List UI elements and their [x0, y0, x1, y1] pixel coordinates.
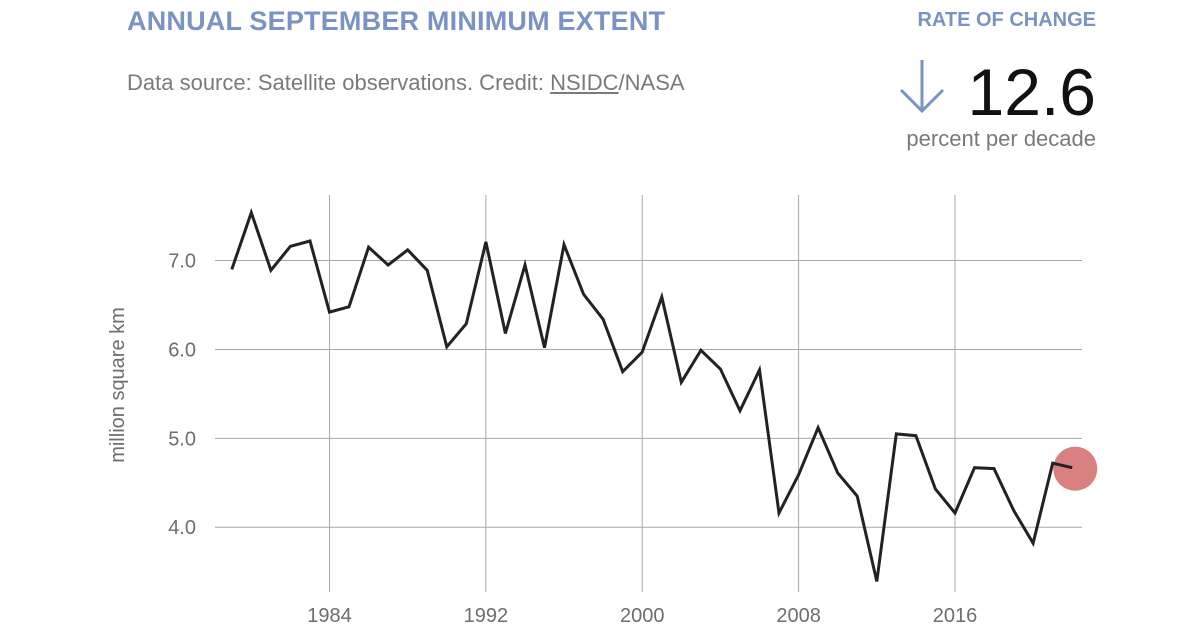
x-tick-label: 2008: [776, 605, 821, 627]
chart-title: ANNUAL SEPTEMBER MINIMUM EXTENT: [127, 6, 666, 36]
source-suffix: /NASA: [618, 70, 685, 95]
data-point: [1032, 542, 1035, 545]
data-point: [758, 368, 761, 371]
data-point: [426, 269, 429, 272]
data-point: [914, 434, 917, 437]
data-point: [387, 264, 390, 267]
data-point: [269, 269, 272, 272]
data-point: [993, 467, 996, 470]
data-point: [1071, 466, 1074, 469]
rate-of-change-label: RATE OF CHANGE: [917, 9, 1096, 31]
data-point: [797, 473, 800, 476]
data-point: [348, 305, 351, 308]
data-point: [250, 211, 253, 214]
rate-unit: percent per decade: [906, 126, 1096, 151]
y-tick-label: 4.0: [168, 517, 196, 539]
nsidc-link[interactable]: NSIDC: [550, 70, 619, 95]
data-point: [953, 512, 956, 515]
y-tick-label: 7.0: [168, 251, 196, 273]
data-point: [582, 293, 585, 296]
data-point: [504, 332, 507, 335]
x-tick-label: 2016: [933, 605, 978, 627]
data-point: [699, 349, 702, 352]
data-point: [367, 246, 370, 249]
down-arrow-icon: [899, 60, 945, 114]
data-point: [445, 345, 448, 348]
data-point: [680, 381, 683, 384]
latest-value-marker: [1053, 446, 1098, 491]
data-point: [738, 409, 741, 412]
data-point: [308, 240, 311, 243]
data-point: [602, 318, 605, 321]
x-tick-label: 1992: [464, 605, 509, 627]
source-prefix: Data source: Satellite observations. Cre…: [127, 70, 551, 95]
data-point: [1051, 462, 1054, 465]
data-point: [817, 426, 820, 429]
data-point: [523, 264, 526, 267]
data-point: [895, 432, 898, 435]
x-tick-label: 2000: [620, 605, 665, 627]
data-point: [484, 240, 487, 243]
data-point: [543, 346, 546, 349]
extent-series-line: [230, 207, 1073, 582]
data-point: [641, 351, 644, 354]
data-point: [328, 311, 331, 314]
data-point: [660, 296, 663, 299]
data-point: [973, 466, 976, 469]
y-axis-title: million square km: [107, 307, 129, 463]
data-point: [1012, 509, 1015, 512]
y-tick-label: 6.0: [168, 339, 196, 361]
data-point: [406, 248, 409, 251]
data-point: [465, 322, 468, 325]
data-point: [230, 268, 233, 271]
rate-value: 12.6: [967, 55, 1096, 129]
data-point: [836, 472, 839, 475]
data-point: [934, 488, 937, 491]
data-point: [621, 370, 624, 373]
data-source-note: Data source: Satellite observations. Cre…: [127, 70, 685, 96]
y-tick-label: 5.0: [168, 428, 196, 450]
data-point: [856, 495, 859, 498]
x-tick-label: 1984: [307, 605, 352, 627]
data-point: [289, 245, 292, 248]
data-point: [563, 243, 566, 246]
data-point: [719, 368, 722, 371]
data-point: [778, 512, 781, 515]
data-point: [875, 580, 878, 583]
